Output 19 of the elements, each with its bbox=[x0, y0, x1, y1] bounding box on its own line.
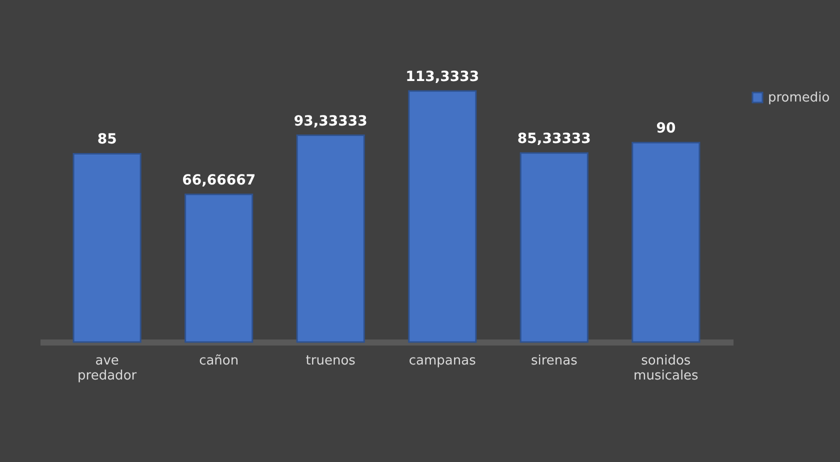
bar bbox=[296, 134, 365, 343]
bar bbox=[632, 142, 700, 343]
bar bbox=[520, 152, 588, 343]
data-label: 113,3333 bbox=[406, 69, 480, 85]
x-tick-label: sirenas bbox=[530, 354, 578, 368]
data-label: 90 bbox=[656, 120, 676, 137]
x-tick-label: cañon bbox=[199, 354, 239, 368]
x-tick-label: campanas bbox=[408, 354, 476, 368]
data-label: 85,33333 bbox=[517, 131, 591, 148]
bar bbox=[408, 90, 477, 343]
bar bbox=[184, 194, 254, 343]
bar bbox=[72, 153, 142, 343]
data-label: 85 bbox=[97, 132, 117, 148]
x-tick-label: truenos bbox=[306, 354, 356, 368]
data-label: 66,66667 bbox=[182, 172, 256, 188]
legend-label: promedio bbox=[768, 90, 830, 106]
x-tick-label: ave predador bbox=[78, 354, 138, 384]
x-tick-label: sonidos musicales bbox=[634, 354, 699, 384]
data-label: 93,33333 bbox=[294, 113, 368, 130]
